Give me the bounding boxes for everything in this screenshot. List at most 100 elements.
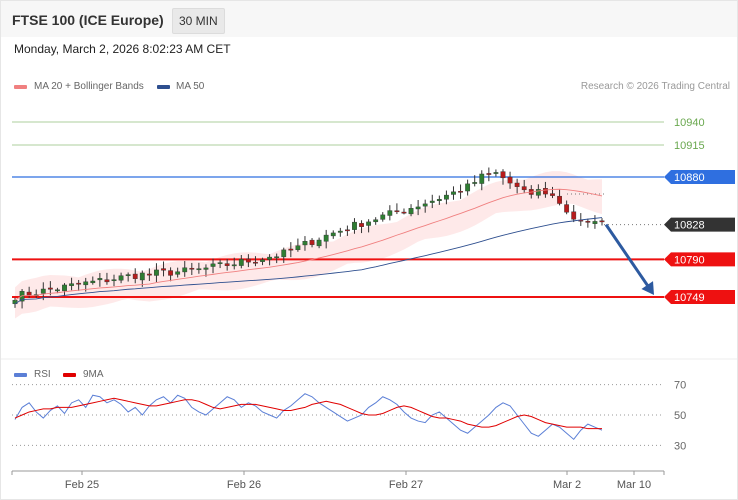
candle-body	[352, 221, 357, 230]
candle-body	[217, 262, 223, 264]
candle-body	[543, 188, 548, 195]
candle-body	[260, 259, 265, 262]
ma50-legend-label: MA 50	[176, 81, 205, 92]
candle-body	[401, 211, 407, 214]
forecast-arrow-head	[641, 281, 654, 295]
candle-body	[224, 263, 230, 266]
candle-body	[535, 189, 541, 196]
candle-body	[585, 220, 591, 223]
rsi-tick-50: 50	[674, 410, 686, 422]
candle-body	[451, 191, 456, 195]
ma20-line	[14, 188, 603, 301]
level-label-10915: 10915	[674, 140, 705, 152]
rsi-legend-label: RSI	[34, 369, 51, 380]
level-label-10828: 10828	[674, 220, 705, 232]
candle-body	[415, 206, 421, 210]
ma50-legend-swatch	[157, 85, 170, 89]
candle-body	[62, 284, 67, 292]
candle-body	[76, 282, 82, 285]
level-tag-10749	[664, 289, 735, 304]
forecast-arrow-layer	[604, 223, 654, 295]
candle-body	[139, 272, 145, 281]
level-label-10749: 10749	[674, 292, 705, 304]
level-label-10940: 10940	[674, 117, 705, 129]
credit-text: Research © 2026 Trading Central	[580, 81, 730, 92]
candle-body	[514, 182, 520, 187]
header-bar: FTSE 100 (ICE Europe) 30 MIN	[1, 1, 737, 37]
ma9-legend-label: 9MA	[83, 369, 104, 380]
candle-body	[472, 182, 478, 184]
level-label-10880: 10880	[674, 172, 705, 184]
candle-body	[146, 273, 152, 276]
candle-body	[436, 199, 442, 202]
rsi-layer: 70 50 30	[12, 380, 686, 452]
level-labels-layer: 10940 10915 10880 10828 10790 10749	[664, 117, 735, 304]
candle-body	[231, 264, 237, 267]
candle-body	[281, 249, 287, 258]
candle-body	[203, 267, 209, 270]
candle-body	[295, 245, 301, 251]
candle-body	[408, 208, 414, 215]
candle-body	[182, 267, 188, 273]
candle-body	[154, 269, 159, 276]
candle-body	[111, 279, 117, 282]
candle-body	[330, 232, 336, 237]
candle-body	[274, 256, 280, 259]
candle-body	[125, 274, 131, 276]
x-tick-label: Mar 10	[617, 479, 651, 491]
candle-body	[196, 268, 202, 271]
x-tick-label: Feb 25	[65, 479, 99, 491]
x-tick-label: Feb 27	[389, 479, 423, 491]
x-tick-label: Feb 26	[227, 479, 261, 491]
candle-body	[564, 204, 570, 213]
candle-body	[83, 281, 89, 286]
candle-body	[493, 172, 499, 174]
rsi-line	[14, 393, 603, 441]
ma50-line	[14, 217, 603, 305]
candle-body	[380, 214, 386, 220]
candle-body	[40, 288, 46, 294]
candle-body	[47, 287, 53, 290]
instrument-title: FTSE 100 (ICE Europe)	[12, 12, 164, 28]
candle-body	[387, 210, 393, 216]
candle-body	[500, 171, 506, 179]
candle-body	[394, 210, 400, 213]
candle-body	[465, 183, 471, 192]
ma20-legend-label: MA 20 + Bollinger Bands	[34, 81, 144, 92]
candle-body	[521, 186, 527, 191]
candle-body	[267, 256, 273, 260]
candle-body	[132, 273, 138, 279]
candle-body	[55, 289, 60, 292]
timestamp: Monday, March 2, 2026 8:02:23 AM CET	[14, 42, 231, 56]
candle-body	[337, 230, 343, 233]
candle-body	[344, 229, 350, 232]
candle-body	[373, 219, 379, 223]
candle-body	[599, 220, 605, 223]
candle-body	[238, 259, 244, 266]
candle-body	[592, 221, 598, 224]
candle-body	[118, 275, 124, 281]
candle-body	[359, 223, 364, 227]
candle-body	[26, 291, 32, 296]
timeframe-button[interactable]: 30 MIN	[172, 8, 225, 34]
x-tick-label: Mar 2	[553, 479, 581, 491]
ma9-legend-swatch	[63, 373, 76, 377]
candle-body	[479, 173, 485, 184]
rsi-ma9-line	[14, 397, 602, 430]
candle-body	[429, 200, 435, 203]
ma20-legend-swatch	[14, 85, 27, 89]
candle-body	[366, 221, 372, 226]
level-tag-10790	[664, 252, 735, 267]
candle-body	[309, 239, 315, 245]
candle-body	[550, 193, 555, 196]
candle-body	[571, 211, 577, 220]
candle-body	[210, 263, 216, 267]
moving-average-layer	[1, 188, 737, 360]
x-axis-layer: Feb 25 Feb 26 Feb 27 Mar 2 Mar 10	[11, 470, 665, 491]
candle-body	[458, 190, 463, 193]
forecast-arrow-shaft	[604, 223, 652, 291]
candle-body	[161, 268, 166, 271]
candle-body	[316, 239, 322, 247]
